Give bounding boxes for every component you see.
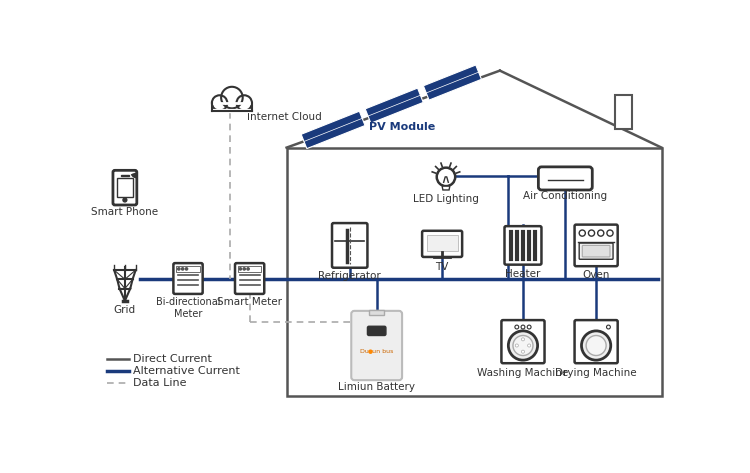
Circle shape xyxy=(579,230,585,236)
Text: Smart Meter: Smart Meter xyxy=(217,297,282,307)
Circle shape xyxy=(515,344,518,347)
Circle shape xyxy=(182,268,184,270)
FancyBboxPatch shape xyxy=(538,167,592,190)
Circle shape xyxy=(178,268,180,270)
Circle shape xyxy=(527,344,531,347)
Text: Dusun bus: Dusun bus xyxy=(360,349,393,354)
Bar xyxy=(121,175,129,176)
FancyBboxPatch shape xyxy=(582,245,610,257)
Bar xyxy=(117,178,133,197)
Bar xyxy=(369,310,384,315)
Circle shape xyxy=(221,87,243,108)
Circle shape xyxy=(521,325,525,329)
FancyBboxPatch shape xyxy=(351,311,402,380)
Circle shape xyxy=(586,335,606,356)
Text: Drying Machine: Drying Machine xyxy=(555,368,637,378)
Text: Refrigerator: Refrigerator xyxy=(318,271,381,281)
Text: Oven: Oven xyxy=(583,270,610,280)
Bar xyxy=(286,148,662,395)
Circle shape xyxy=(513,335,533,356)
Bar xyxy=(176,266,200,272)
Text: Internet Cloud: Internet Cloud xyxy=(248,112,322,122)
Text: Washing Machine: Washing Machine xyxy=(477,368,568,378)
Circle shape xyxy=(581,331,610,360)
FancyBboxPatch shape xyxy=(332,223,368,268)
FancyBboxPatch shape xyxy=(368,326,386,335)
FancyBboxPatch shape xyxy=(579,243,613,259)
Circle shape xyxy=(212,95,227,111)
FancyBboxPatch shape xyxy=(235,263,264,294)
Text: Alternative Current: Alternative Current xyxy=(133,366,239,376)
Text: Bi-directional
Meter: Bi-directional Meter xyxy=(156,297,220,319)
Polygon shape xyxy=(365,88,423,123)
FancyBboxPatch shape xyxy=(505,226,542,265)
Polygon shape xyxy=(442,186,450,190)
Circle shape xyxy=(527,325,531,329)
Text: Limiun Battery: Limiun Battery xyxy=(338,383,416,393)
Text: LED Lighting: LED Lighting xyxy=(413,194,479,204)
Circle shape xyxy=(247,268,249,270)
Text: Smart Phone: Smart Phone xyxy=(92,207,158,217)
Circle shape xyxy=(607,325,610,329)
Circle shape xyxy=(521,338,524,341)
Text: Air Conditioning: Air Conditioning xyxy=(524,191,608,201)
FancyBboxPatch shape xyxy=(502,320,544,363)
Circle shape xyxy=(436,167,455,186)
Circle shape xyxy=(515,325,519,329)
Circle shape xyxy=(509,331,538,360)
Polygon shape xyxy=(424,65,482,100)
Text: TV: TV xyxy=(436,263,448,272)
FancyBboxPatch shape xyxy=(422,231,462,257)
FancyBboxPatch shape xyxy=(113,170,136,205)
Circle shape xyxy=(185,268,188,270)
Text: Grid: Grid xyxy=(114,306,136,315)
Circle shape xyxy=(239,268,242,270)
Text: PV Module: PV Module xyxy=(369,122,435,132)
Circle shape xyxy=(589,230,595,236)
Bar xyxy=(238,266,261,272)
Circle shape xyxy=(243,268,245,270)
Text: Direct Current: Direct Current xyxy=(133,354,212,364)
Bar xyxy=(427,236,458,251)
FancyBboxPatch shape xyxy=(173,263,202,294)
Circle shape xyxy=(598,230,604,236)
Circle shape xyxy=(521,350,524,353)
Circle shape xyxy=(369,350,372,353)
Text: Heater: Heater xyxy=(506,269,541,279)
Circle shape xyxy=(236,95,252,111)
Circle shape xyxy=(607,230,613,236)
Bar xyxy=(212,103,249,112)
Text: Data Line: Data Line xyxy=(133,378,186,388)
Circle shape xyxy=(123,198,127,202)
Polygon shape xyxy=(302,111,365,149)
FancyBboxPatch shape xyxy=(574,320,618,363)
FancyBboxPatch shape xyxy=(574,225,618,266)
Bar xyxy=(614,95,632,129)
